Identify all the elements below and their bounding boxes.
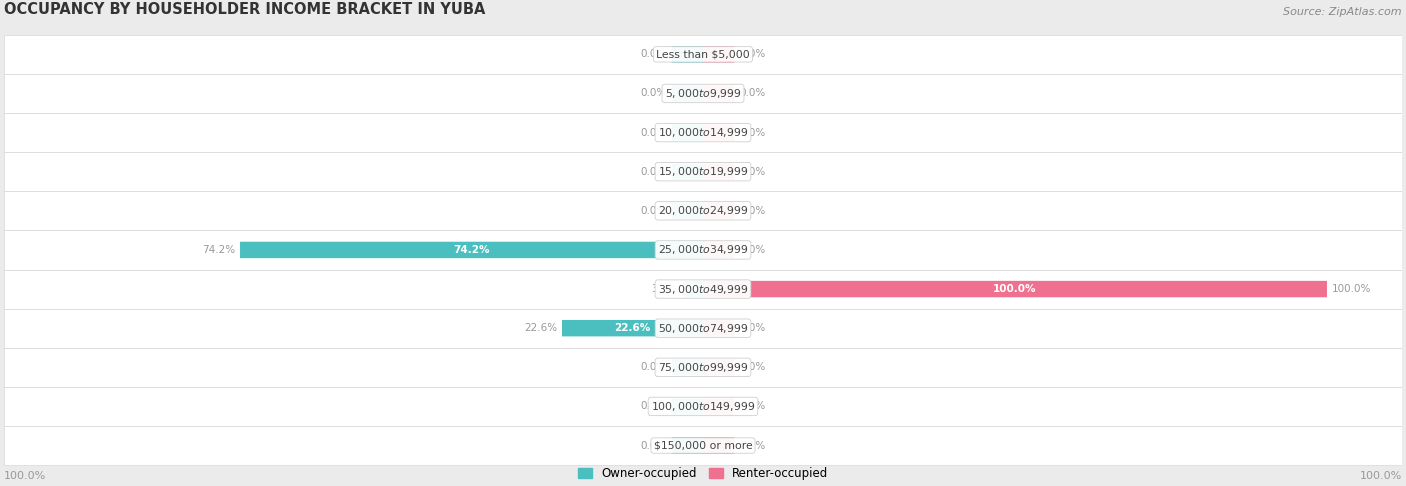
Text: $25,000 to $34,999: $25,000 to $34,999 <box>658 243 748 257</box>
Text: $100,000 to $149,999: $100,000 to $149,999 <box>651 400 755 413</box>
FancyBboxPatch shape <box>4 74 1402 113</box>
FancyBboxPatch shape <box>672 85 703 102</box>
FancyBboxPatch shape <box>4 348 1402 387</box>
FancyBboxPatch shape <box>672 437 703 454</box>
Text: 100.0%: 100.0% <box>4 471 46 481</box>
Legend: Owner-occupied, Renter-occupied: Owner-occupied, Renter-occupied <box>572 463 834 485</box>
Text: 0.0%: 0.0% <box>641 128 666 138</box>
Text: $10,000 to $14,999: $10,000 to $14,999 <box>658 126 748 139</box>
FancyBboxPatch shape <box>4 309 1402 348</box>
FancyBboxPatch shape <box>4 270 1402 309</box>
Text: 0.0%: 0.0% <box>641 362 666 372</box>
Text: 0.0%: 0.0% <box>641 50 666 59</box>
FancyBboxPatch shape <box>672 398 703 415</box>
FancyBboxPatch shape <box>703 203 734 219</box>
Text: 0.0%: 0.0% <box>641 88 666 99</box>
FancyBboxPatch shape <box>703 437 734 454</box>
FancyBboxPatch shape <box>703 242 734 258</box>
FancyBboxPatch shape <box>672 359 703 376</box>
Text: 0.0%: 0.0% <box>740 206 765 216</box>
FancyBboxPatch shape <box>703 124 734 141</box>
FancyBboxPatch shape <box>4 152 1402 191</box>
Text: 3.2%: 3.2% <box>679 284 707 294</box>
Text: 0.0%: 0.0% <box>740 88 765 99</box>
FancyBboxPatch shape <box>703 320 734 336</box>
Text: $35,000 to $49,999: $35,000 to $49,999 <box>658 282 748 295</box>
FancyBboxPatch shape <box>672 203 703 219</box>
FancyBboxPatch shape <box>4 230 1402 270</box>
Text: 0.0%: 0.0% <box>740 167 765 177</box>
Text: 100.0%: 100.0% <box>993 284 1036 294</box>
Text: 0.0%: 0.0% <box>740 323 765 333</box>
FancyBboxPatch shape <box>562 320 703 336</box>
Text: 74.2%: 74.2% <box>202 245 235 255</box>
FancyBboxPatch shape <box>672 46 703 63</box>
Text: Less than $5,000: Less than $5,000 <box>657 50 749 59</box>
Text: $50,000 to $74,999: $50,000 to $74,999 <box>658 322 748 335</box>
Text: OCCUPANCY BY HOUSEHOLDER INCOME BRACKET IN YUBA: OCCUPANCY BY HOUSEHOLDER INCOME BRACKET … <box>4 2 485 17</box>
Text: $150,000 or more: $150,000 or more <box>654 440 752 451</box>
Text: 0.0%: 0.0% <box>641 401 666 412</box>
FancyBboxPatch shape <box>240 242 703 258</box>
FancyBboxPatch shape <box>703 398 734 415</box>
Text: 0.0%: 0.0% <box>740 401 765 412</box>
Text: $75,000 to $99,999: $75,000 to $99,999 <box>658 361 748 374</box>
Text: Source: ZipAtlas.com: Source: ZipAtlas.com <box>1284 7 1402 17</box>
FancyBboxPatch shape <box>4 191 1402 230</box>
FancyBboxPatch shape <box>683 281 703 297</box>
Text: 0.0%: 0.0% <box>740 50 765 59</box>
Text: 74.2%: 74.2% <box>453 245 489 255</box>
Text: 3.2%: 3.2% <box>651 284 678 294</box>
FancyBboxPatch shape <box>672 163 703 180</box>
Text: 100.0%: 100.0% <box>1331 284 1371 294</box>
FancyBboxPatch shape <box>703 281 1327 297</box>
Text: 0.0%: 0.0% <box>641 206 666 216</box>
Text: 22.6%: 22.6% <box>524 323 557 333</box>
Text: 22.6%: 22.6% <box>614 323 651 333</box>
Text: 0.0%: 0.0% <box>641 167 666 177</box>
FancyBboxPatch shape <box>703 359 734 376</box>
Text: $20,000 to $24,999: $20,000 to $24,999 <box>658 204 748 217</box>
Text: 0.0%: 0.0% <box>740 440 765 451</box>
Text: 0.0%: 0.0% <box>740 362 765 372</box>
Text: 0.0%: 0.0% <box>740 128 765 138</box>
Text: 0.0%: 0.0% <box>740 245 765 255</box>
FancyBboxPatch shape <box>703 85 734 102</box>
Text: 100.0%: 100.0% <box>1360 471 1402 481</box>
Text: 0.0%: 0.0% <box>641 440 666 451</box>
FancyBboxPatch shape <box>703 46 734 63</box>
Text: $15,000 to $19,999: $15,000 to $19,999 <box>658 165 748 178</box>
FancyBboxPatch shape <box>4 426 1402 465</box>
FancyBboxPatch shape <box>4 113 1402 152</box>
FancyBboxPatch shape <box>703 163 734 180</box>
FancyBboxPatch shape <box>672 124 703 141</box>
FancyBboxPatch shape <box>4 387 1402 426</box>
Text: $5,000 to $9,999: $5,000 to $9,999 <box>665 87 741 100</box>
FancyBboxPatch shape <box>4 35 1402 74</box>
